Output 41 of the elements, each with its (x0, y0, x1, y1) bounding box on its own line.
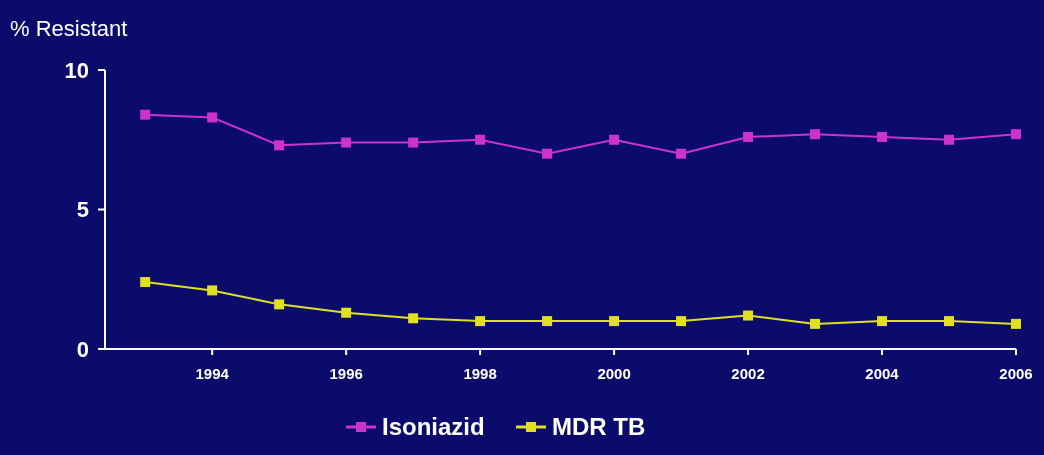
point (341, 137, 352, 148)
point (609, 134, 620, 145)
point (341, 307, 352, 318)
x-tick-label: 1998 (463, 365, 497, 382)
point (408, 313, 419, 324)
x-tick-label: 2000 (597, 365, 631, 382)
y-tick-label: 10 (64, 57, 89, 83)
point (676, 316, 687, 327)
point (542, 316, 553, 327)
point (140, 277, 151, 288)
point (877, 316, 888, 327)
y-tick-label: 5 (76, 197, 89, 223)
legend-label: Isoniazid (382, 413, 485, 441)
x-tick-label: 1996 (329, 365, 363, 382)
point (810, 129, 821, 140)
point (475, 316, 486, 327)
y-axis-title: % Resistant (10, 16, 128, 41)
y-tick-label: 0 (76, 336, 89, 362)
point (408, 137, 419, 148)
x-tick-label: 2006 (999, 365, 1033, 382)
point (542, 148, 553, 159)
point (743, 131, 754, 142)
x-tick-label: 2002 (731, 365, 765, 382)
legend-label: MDR TB (552, 413, 646, 441)
point (743, 310, 754, 321)
point (877, 131, 888, 142)
point (810, 318, 821, 329)
point (274, 299, 285, 310)
point (475, 134, 486, 145)
point (676, 148, 687, 159)
point (1011, 318, 1021, 329)
point (207, 285, 218, 296)
point (207, 112, 218, 123)
x-tick-label: 1994 (195, 365, 230, 382)
point (274, 140, 285, 151)
point (1011, 129, 1021, 140)
point (944, 316, 955, 327)
point (140, 109, 151, 120)
x-tick-label: 2004 (865, 365, 900, 382)
point (609, 316, 620, 327)
point (944, 134, 955, 145)
